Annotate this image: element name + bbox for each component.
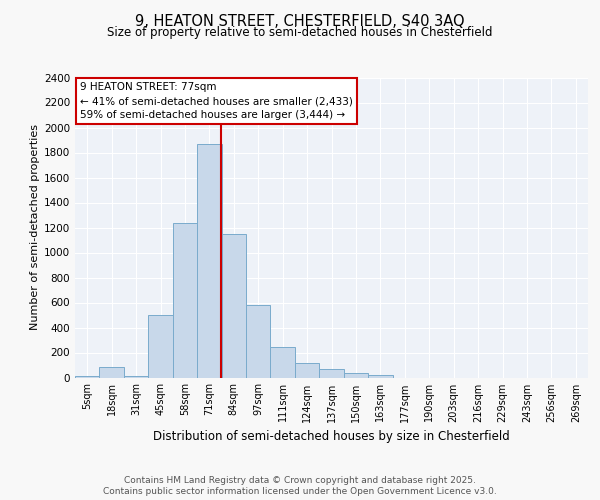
Bar bbox=[124, 376, 148, 378]
Bar bbox=[319, 370, 344, 378]
Text: Contains HM Land Registry data © Crown copyright and database right 2025.: Contains HM Land Registry data © Crown c… bbox=[124, 476, 476, 485]
Y-axis label: Number of semi-detached properties: Number of semi-detached properties bbox=[30, 124, 40, 330]
Bar bbox=[368, 375, 392, 378]
Bar bbox=[197, 144, 221, 378]
Bar bbox=[148, 315, 173, 378]
X-axis label: Distribution of semi-detached houses by size in Chesterfield: Distribution of semi-detached houses by … bbox=[153, 430, 510, 443]
Bar bbox=[246, 305, 271, 378]
Bar bbox=[295, 362, 319, 378]
Text: Contains public sector information licensed under the Open Government Licence v3: Contains public sector information licen… bbox=[103, 487, 497, 496]
Text: 9, HEATON STREET, CHESTERFIELD, S40 3AQ: 9, HEATON STREET, CHESTERFIELD, S40 3AQ bbox=[135, 14, 465, 29]
Bar bbox=[271, 347, 295, 378]
Bar bbox=[221, 234, 246, 378]
Bar bbox=[173, 223, 197, 378]
Text: Size of property relative to semi-detached houses in Chesterfield: Size of property relative to semi-detach… bbox=[107, 26, 493, 39]
Bar bbox=[75, 376, 100, 378]
Bar bbox=[100, 367, 124, 378]
Text: 9 HEATON STREET: 77sqm
← 41% of semi-detached houses are smaller (2,433)
59% of : 9 HEATON STREET: 77sqm ← 41% of semi-det… bbox=[80, 82, 353, 120]
Bar bbox=[344, 373, 368, 378]
